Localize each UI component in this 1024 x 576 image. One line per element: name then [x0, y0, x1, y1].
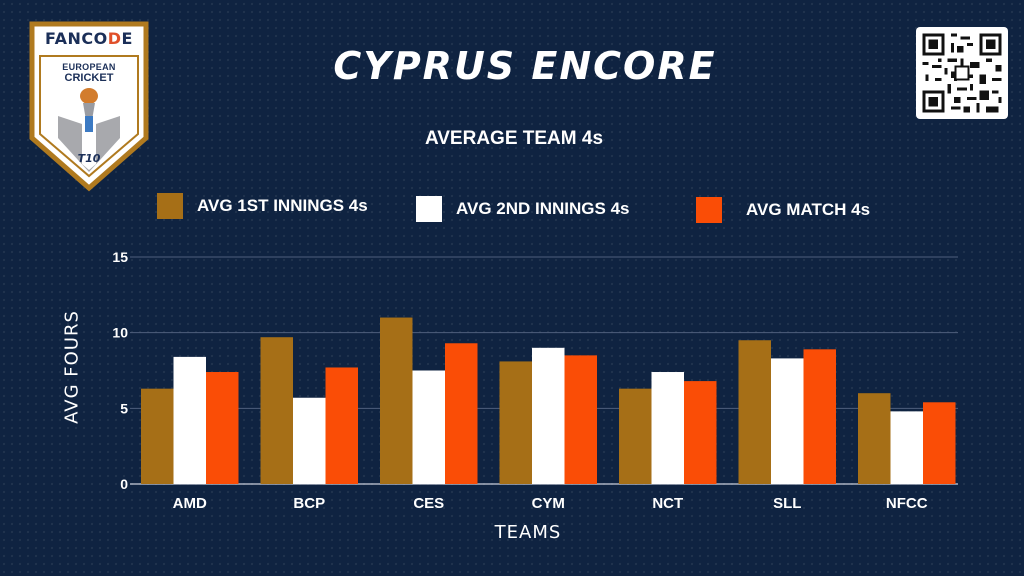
bar-sll-series-1: [738, 340, 771, 484]
x-tick-label: SLL: [773, 495, 801, 512]
logo-badge-t10: T10: [77, 152, 101, 165]
qr-code-icon: [916, 27, 1008, 119]
brand-wordmark: FANCODE: [45, 29, 133, 48]
fancode-european-cricket-logo: FANCODE EUROPEAN CRICKET T10: [28, 20, 150, 192]
legend-label-series-2: AVG 2ND INNINGS 4s: [456, 199, 630, 218]
y-tick-label: 10: [112, 325, 128, 341]
chart-bars: [141, 317, 956, 484]
bar-nfcc-series-3: [923, 402, 956, 484]
x-tick-label: NCT: [652, 495, 683, 512]
bar-sll-series-3: [803, 349, 836, 484]
bar-nfcc-series-1: [858, 393, 891, 484]
y-tick-label: 15: [112, 249, 128, 265]
bar-bcp-series-3: [325, 367, 358, 484]
bar-bcp-series-2: [293, 397, 326, 484]
bar-amd-series-3: [206, 372, 239, 484]
y-axis-label: AVG FOURS: [61, 310, 83, 424]
bar-sll-series-2: [771, 358, 804, 484]
bar-nct-series-3: [684, 381, 717, 484]
legend-swatch-series-1: [157, 193, 183, 219]
legend-item-series-2: AVG 2ND INNINGS 4s: [416, 196, 630, 222]
bar-ces-series-2: [412, 370, 445, 484]
x-axis-ticks: AMD BCP CES CYM NCT SLL NFCC: [173, 495, 928, 512]
bar-amd-series-2: [173, 356, 206, 484]
bar-cym-series-2: [532, 347, 565, 484]
bar-ces-series-3: [445, 343, 478, 484]
bar-ces-series-1: [380, 317, 413, 484]
y-axis-ticks: 0 5 10 15: [112, 249, 128, 492]
x-axis-label: TEAMS: [494, 522, 562, 543]
bar-nct-series-1: [619, 388, 652, 484]
x-tick-label: CES: [413, 495, 444, 512]
chart-subtitle: AVERAGE TEAM 4s: [424, 128, 604, 149]
legend-swatch-series-3: [696, 197, 722, 223]
bar-nfcc-series-2: [890, 411, 923, 484]
logo-line-cricket: CRICKET: [64, 72, 114, 84]
bar-cym-series-3: [564, 355, 597, 484]
legend-label-series-1: AVG 1ST INNINGS 4s: [197, 196, 368, 215]
bar-cym-series-1: [499, 361, 532, 484]
bar-nct-series-2: [651, 372, 684, 484]
bar-amd-series-1: [141, 388, 174, 484]
legend-item-series-1: AVG 1ST INNINGS 4s: [157, 193, 368, 219]
x-tick-label: AMD: [173, 495, 207, 512]
legend-item-series-3: AVG MATCH 4s: [696, 197, 870, 223]
bar-bcp-series-1: [260, 337, 293, 484]
y-tick-label: 5: [120, 400, 128, 416]
chart-title: CYPRUS ENCORE: [333, 44, 717, 88]
x-tick-label: BCP: [293, 495, 325, 512]
shield-logo-icon: [29, 21, 149, 192]
legend-label-series-3: AVG MATCH 4s: [746, 200, 871, 219]
x-tick-label: CYM: [532, 495, 565, 512]
logo-line-european: EUROPEAN: [62, 62, 116, 72]
legend-swatch-series-2: [416, 196, 442, 222]
y-tick-label: 0: [120, 476, 128, 492]
x-tick-label: NFCC: [886, 495, 928, 512]
